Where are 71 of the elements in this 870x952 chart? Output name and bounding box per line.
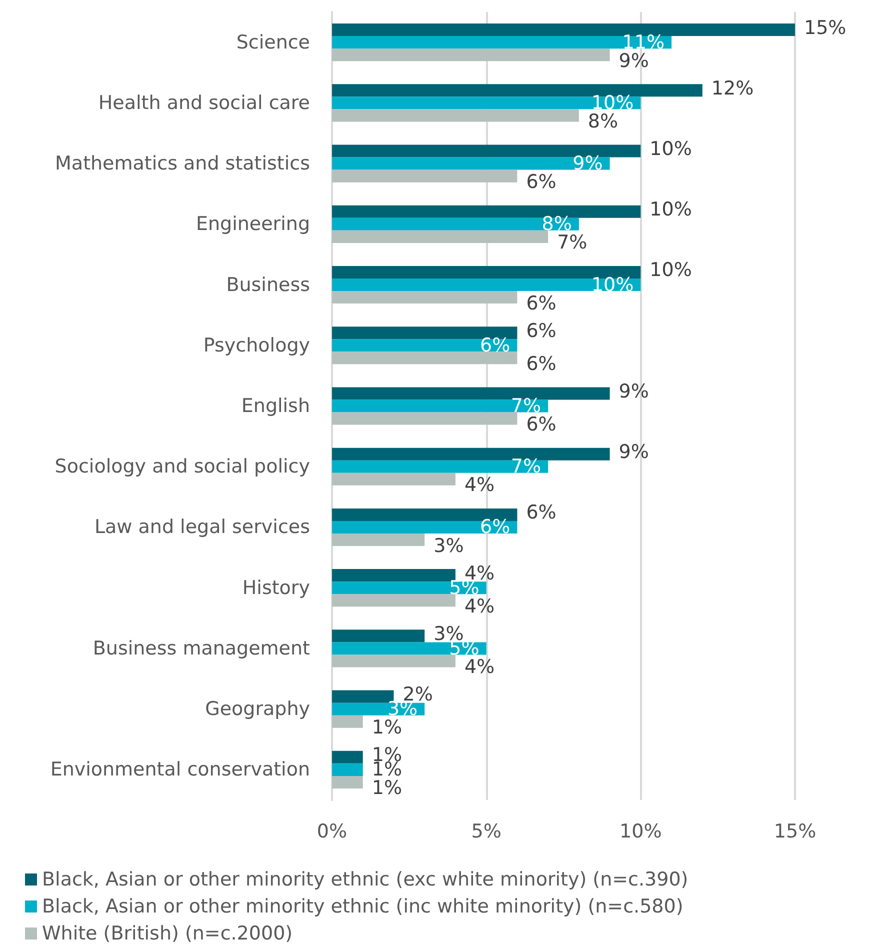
y-tick-label: Geography	[205, 698, 310, 720]
data-label: 6%	[526, 292, 556, 314]
x-tick-label: 15%	[774, 820, 816, 842]
bar	[332, 157, 610, 170]
bar	[332, 96, 641, 110]
y-tick-label: Science	[236, 31, 310, 54]
data-label: 12%	[711, 77, 754, 100]
bar	[332, 642, 486, 655]
bar	[332, 715, 363, 728]
bar	[332, 339, 518, 352]
data-label: 9%	[618, 441, 649, 464]
data-label: 9%	[618, 380, 649, 402]
bar	[332, 582, 486, 594]
data-label: 7%	[510, 456, 542, 478]
bar	[332, 170, 518, 182]
data-label: 10%	[650, 198, 692, 221]
bar	[332, 654, 456, 668]
data-label: 10%	[650, 259, 692, 282]
y-tick-label: Sociology and social policy	[54, 456, 310, 478]
bar	[332, 291, 518, 304]
data-label: 15%	[804, 16, 846, 39]
y-tick-label: English	[241, 395, 310, 417]
bar	[332, 412, 518, 425]
data-label: 1%	[372, 777, 402, 800]
bar	[332, 36, 672, 49]
bar	[332, 460, 548, 473]
bar	[332, 109, 579, 122]
bar	[332, 218, 579, 230]
bar	[332, 594, 456, 607]
bar	[332, 763, 363, 776]
y-tick-label: Envionmental conservation	[50, 758, 310, 781]
x-tick-label: 10%	[620, 820, 662, 842]
data-label: 4%	[464, 595, 495, 618]
x-tick-label: 0%	[316, 820, 348, 842]
data-label: 4%	[464, 474, 495, 496]
data-label: 6%	[526, 320, 556, 342]
bar	[332, 278, 641, 292]
legend-label: Black, Asian or other minority ethnic (exc white minority) (n=c.390)	[42, 868, 688, 890]
bar	[332, 520, 518, 534]
data-label: 6%	[480, 516, 510, 538]
bar	[332, 472, 456, 486]
data-label: 6%	[526, 502, 556, 524]
y-tick-label: Business management	[92, 637, 310, 660]
bar	[332, 776, 363, 788]
bar	[332, 750, 363, 764]
bar	[332, 400, 548, 412]
bar	[332, 230, 548, 243]
legend-label: White (British) (n=c.2000)	[42, 922, 293, 944]
y-tick-label: History	[242, 576, 310, 599]
data-label: 10%	[650, 138, 692, 160]
legend-label: Black, Asian or other minority ethnic (inc white minority) (n=c.580)	[42, 896, 684, 918]
y-tick-label: Law and legal services	[94, 516, 310, 538]
data-label: 6%	[526, 352, 556, 375]
bar	[332, 533, 425, 546]
data-label: 3%	[434, 534, 464, 557]
y-tick-label: Psychology	[203, 334, 310, 356]
y-tick-label: Health and social care	[98, 92, 310, 114]
y-tick-label: Engineering	[196, 213, 310, 236]
x-tick-label: 5%	[471, 820, 502, 842]
data-label: 4%	[464, 656, 495, 678]
bar	[332, 48, 610, 62]
y-tick-label: Mathematics and statistics	[55, 152, 310, 175]
bar	[332, 569, 456, 582]
data-label: 9%	[572, 152, 603, 175]
data-label: 6%	[480, 334, 510, 356]
y-tick-label: Business	[226, 274, 310, 296]
data-label: 6%	[526, 171, 556, 194]
bar	[332, 630, 425, 642]
data-label: 1%	[372, 716, 402, 739]
bar	[332, 352, 518, 364]
data-label: 10%	[591, 274, 634, 296]
